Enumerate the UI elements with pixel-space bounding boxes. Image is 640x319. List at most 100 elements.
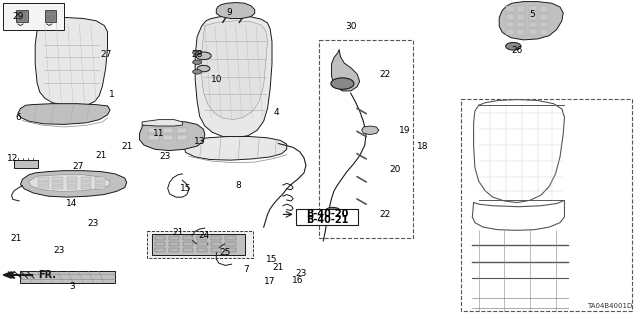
Text: 23: 23 xyxy=(159,152,171,161)
Text: 25: 25 xyxy=(220,248,231,257)
Bar xyxy=(177,135,187,140)
Text: 18: 18 xyxy=(417,142,428,151)
Circle shape xyxy=(196,52,211,60)
Bar xyxy=(52,182,63,185)
Polygon shape xyxy=(20,171,127,197)
Bar xyxy=(540,29,548,35)
Bar xyxy=(319,40,413,238)
Bar xyxy=(152,234,245,255)
Bar xyxy=(225,242,236,246)
Bar xyxy=(540,14,548,20)
Bar xyxy=(529,14,537,20)
Text: 6: 6 xyxy=(15,113,20,122)
Bar xyxy=(529,6,537,12)
Bar xyxy=(81,182,91,185)
Polygon shape xyxy=(184,137,287,160)
Bar xyxy=(38,177,49,181)
Circle shape xyxy=(193,60,202,64)
Bar xyxy=(169,242,179,246)
Text: 20: 20 xyxy=(390,165,401,174)
Text: 22: 22 xyxy=(380,210,391,219)
Text: 9: 9 xyxy=(227,8,232,17)
Bar xyxy=(540,6,548,12)
Bar xyxy=(506,29,514,35)
Text: FR.: FR. xyxy=(38,270,56,280)
Text: 7: 7 xyxy=(244,265,249,274)
Bar xyxy=(211,248,221,252)
Bar xyxy=(296,209,358,225)
Text: 23: 23 xyxy=(87,219,99,228)
Text: 27: 27 xyxy=(100,50,111,59)
Bar xyxy=(197,236,207,240)
Bar xyxy=(95,177,105,181)
Text: B-40-20: B-40-20 xyxy=(306,209,348,219)
Bar xyxy=(225,248,236,252)
Polygon shape xyxy=(195,16,272,138)
Bar xyxy=(529,29,537,35)
Bar xyxy=(67,186,77,189)
Bar xyxy=(38,182,49,185)
Polygon shape xyxy=(142,120,182,126)
Bar xyxy=(155,248,165,252)
Bar xyxy=(197,242,207,246)
Text: 13: 13 xyxy=(194,137,205,146)
Bar xyxy=(52,177,63,181)
Bar xyxy=(16,10,28,22)
Bar xyxy=(67,182,77,185)
Text: 21: 21 xyxy=(172,228,184,237)
Bar xyxy=(95,182,105,185)
Polygon shape xyxy=(18,104,110,124)
Bar xyxy=(529,22,537,27)
Bar xyxy=(148,128,159,133)
Circle shape xyxy=(193,50,202,55)
Bar xyxy=(506,14,514,20)
Text: 15: 15 xyxy=(266,255,278,263)
Text: 17: 17 xyxy=(264,277,276,286)
Bar xyxy=(177,128,187,133)
Bar xyxy=(45,10,56,22)
Text: 28: 28 xyxy=(191,50,203,59)
Polygon shape xyxy=(202,21,268,120)
Text: 23: 23 xyxy=(53,246,65,255)
Bar xyxy=(3,3,64,30)
Bar xyxy=(38,186,49,189)
Polygon shape xyxy=(35,18,108,106)
Text: 21: 21 xyxy=(273,263,284,272)
Text: 24: 24 xyxy=(198,231,209,240)
Bar xyxy=(148,135,159,140)
Bar xyxy=(517,29,525,35)
Polygon shape xyxy=(362,126,379,135)
Bar xyxy=(81,177,91,181)
Text: 8: 8 xyxy=(236,181,241,190)
Circle shape xyxy=(197,65,210,72)
Bar xyxy=(211,236,221,240)
Bar xyxy=(163,135,173,140)
Text: 3: 3 xyxy=(69,282,74,291)
Text: 5: 5 xyxy=(530,10,535,19)
Text: B-40-21: B-40-21 xyxy=(306,215,348,225)
Bar xyxy=(147,231,253,258)
Bar xyxy=(183,236,193,240)
Bar xyxy=(506,6,514,12)
Bar xyxy=(517,22,525,27)
Bar xyxy=(169,236,179,240)
Circle shape xyxy=(506,42,521,50)
Bar xyxy=(155,236,165,240)
Polygon shape xyxy=(3,272,12,278)
Bar xyxy=(540,22,548,27)
Text: 12: 12 xyxy=(7,154,19,163)
Text: 21: 21 xyxy=(121,142,132,151)
Text: 21: 21 xyxy=(10,234,22,243)
Text: 27: 27 xyxy=(72,162,84,171)
Circle shape xyxy=(331,78,354,89)
Text: 14: 14 xyxy=(66,199,77,208)
Bar xyxy=(506,22,514,27)
Bar xyxy=(211,242,221,246)
Polygon shape xyxy=(499,2,563,40)
Bar xyxy=(169,248,179,252)
Bar xyxy=(20,271,115,283)
Text: 30: 30 xyxy=(345,22,356,31)
Text: 22: 22 xyxy=(380,70,391,79)
Text: 26: 26 xyxy=(511,46,523,55)
Bar xyxy=(517,14,525,20)
